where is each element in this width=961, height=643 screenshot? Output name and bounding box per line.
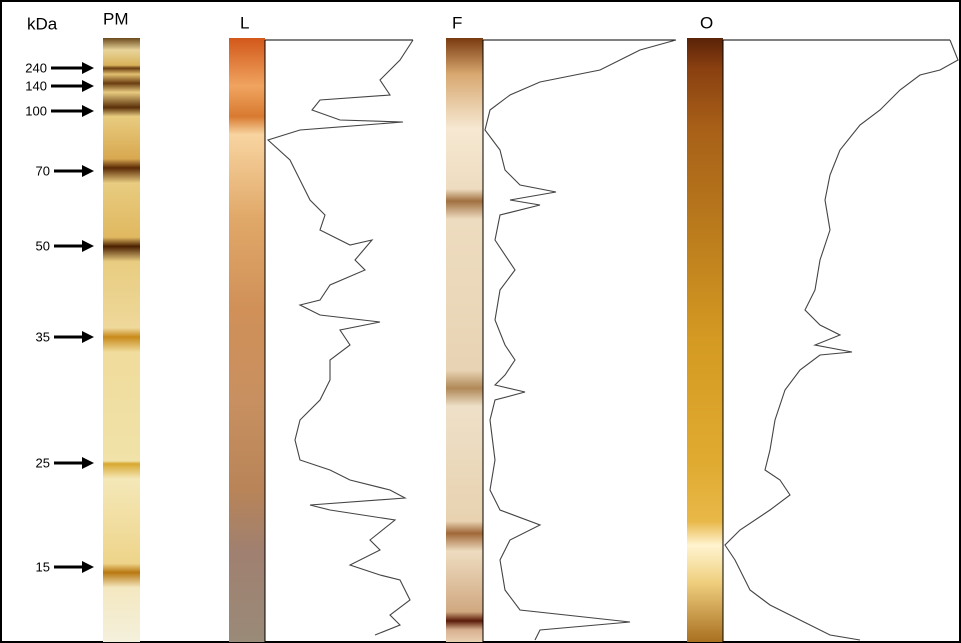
marker-label: 35 (36, 329, 50, 344)
marker-label: 100 (25, 103, 47, 118)
lane-label: L (240, 13, 249, 32)
lane-label: O (700, 13, 713, 32)
marker-label: 240 (25, 60, 47, 75)
marker-label: 25 (36, 455, 50, 470)
lane-label: PM (103, 9, 129, 28)
page: kDa PM 2401401007050352515LFO (() => { c… (0, 0, 961, 643)
marker-label: 140 (25, 78, 47, 93)
figure: kDa PM 240 140 100 70 50 35 25 15 L F O (0, 0, 961, 643)
unit-label: kDa (27, 14, 58, 33)
gel-lane (687, 38, 723, 642)
lane-label: F (452, 13, 462, 32)
marker-label: 15 (36, 559, 50, 574)
marker-lane (103, 38, 140, 642)
marker-label: 50 (36, 238, 50, 253)
marker-label: 70 (36, 163, 50, 178)
gel-lane (229, 38, 265, 642)
gel-lane (446, 38, 483, 642)
